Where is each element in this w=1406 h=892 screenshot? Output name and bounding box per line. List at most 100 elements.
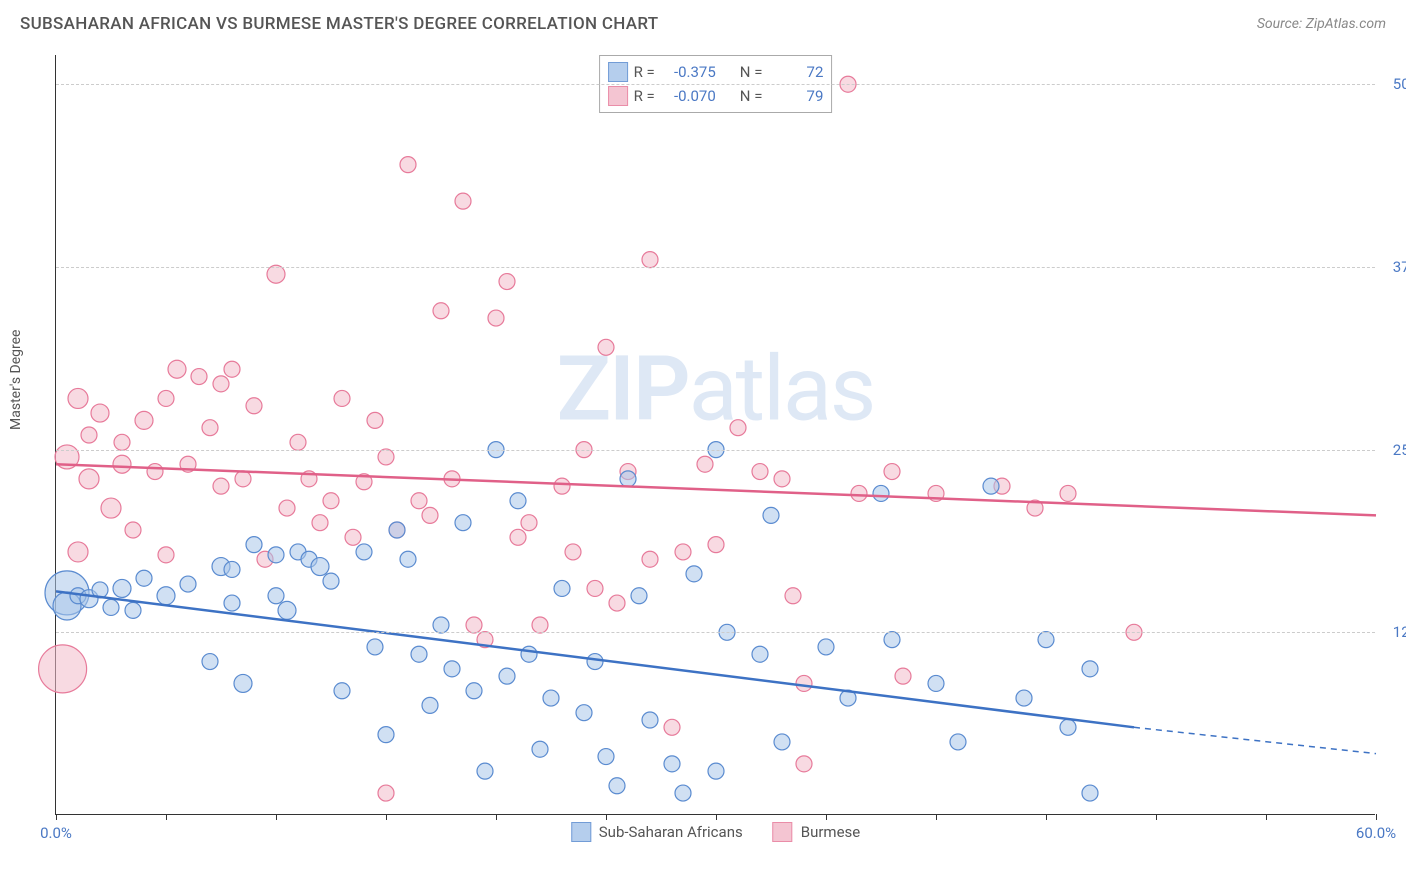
legend-item-1: Burmese — [773, 822, 861, 842]
scatter-point — [620, 471, 636, 487]
scatter-point — [125, 522, 141, 538]
legend-item-0: Sub-Saharan Africans — [571, 822, 743, 842]
scatter-point — [785, 588, 801, 604]
scatter-point — [224, 561, 240, 577]
y-axis-label: Master's Degree — [8, 330, 24, 430]
scatter-point — [68, 388, 88, 408]
scatter-point — [642, 252, 658, 268]
scatter-point — [444, 661, 460, 677]
scatter-point — [587, 654, 603, 670]
scatter-point — [884, 632, 900, 648]
scatter-point — [708, 763, 724, 779]
scatter-point — [895, 668, 911, 684]
scatter-point — [796, 675, 812, 691]
x-tick — [1376, 814, 1377, 820]
scatter-point — [466, 617, 482, 633]
scatter-point — [565, 544, 581, 560]
x-tick — [1156, 814, 1157, 820]
scatter-point — [246, 398, 262, 414]
scatter-point — [499, 274, 515, 290]
scatter-point — [554, 580, 570, 596]
scatter-point — [1082, 661, 1098, 677]
y-tick-label: 37.5% — [1393, 258, 1406, 276]
scatter-point — [224, 361, 240, 377]
scatter-point — [477, 763, 493, 779]
scatter-point — [114, 434, 130, 450]
scatter-point — [543, 690, 559, 706]
scatter-point — [499, 668, 515, 684]
x-tick — [1046, 814, 1047, 820]
scatter-point — [235, 471, 251, 487]
scatter-point — [278, 601, 296, 619]
y-tick-label: 12.5% — [1393, 623, 1406, 641]
scatter-point — [147, 464, 163, 480]
scatter-point — [752, 646, 768, 662]
scatter-point — [113, 455, 131, 473]
scatter-point — [521, 646, 537, 662]
scatter-point — [774, 471, 790, 487]
scatter-point — [576, 705, 592, 721]
chart-source: Source: ZipAtlas.com — [1257, 16, 1386, 32]
scatter-point — [202, 654, 218, 670]
scatter-point — [752, 464, 768, 480]
scatter-point — [268, 547, 284, 563]
r-value-1: -0.070 — [661, 87, 716, 105]
stats-row-1: R = -0.070 N = 79 — [608, 84, 824, 108]
scatter-point — [345, 529, 361, 545]
scatter-point — [466, 683, 482, 699]
scatter-point — [378, 449, 394, 465]
scatter-point — [642, 551, 658, 567]
grid-line — [56, 632, 1375, 633]
n-value-0: 72 — [768, 63, 823, 81]
scatter-point — [39, 645, 87, 693]
x-tick — [606, 814, 607, 820]
swatch-series-0 — [571, 822, 591, 842]
x-tick — [166, 814, 167, 820]
swatch-series-0 — [608, 62, 628, 82]
scatter-point — [334, 683, 350, 699]
scatter-point — [422, 697, 438, 713]
scatter-point — [68, 542, 88, 562]
scatter-point — [323, 493, 339, 509]
chart-title: SUBSAHARAN AFRICAN VS BURMESE MASTER'S D… — [20, 14, 658, 34]
scatter-point — [1060, 485, 1076, 501]
scatter-point — [180, 576, 196, 592]
scatter-point — [367, 639, 383, 655]
scatter-point — [168, 360, 186, 378]
scatter-point — [455, 515, 471, 531]
series-name-0: Sub-Saharan Africans — [599, 823, 743, 841]
n-label: N = — [740, 63, 763, 81]
scatter-point — [158, 547, 174, 563]
scatter-point — [510, 493, 526, 509]
scatter-point — [851, 485, 867, 501]
scatter-point — [510, 529, 526, 545]
scatter-point — [521, 515, 537, 531]
x-tick — [56, 814, 57, 820]
scatter-point — [433, 617, 449, 633]
x-tick — [496, 814, 497, 820]
scatter-point — [609, 778, 625, 794]
y-tick-label: 25.0% — [1393, 441, 1406, 459]
scatter-point — [488, 310, 504, 326]
scatter-point — [157, 587, 175, 605]
scatter-point — [279, 500, 295, 516]
scatter-point — [1016, 690, 1032, 706]
x-tick-label: 60.0% — [1356, 824, 1396, 842]
scatter-point — [268, 588, 284, 604]
scatter-point — [101, 498, 121, 518]
scatter-point — [642, 712, 658, 728]
scatter-point — [873, 485, 889, 501]
scatter-point — [763, 507, 779, 523]
series-name-1: Burmese — [801, 823, 861, 841]
scatter-point — [554, 478, 570, 494]
scatter-point — [598, 749, 614, 765]
scatter-point — [191, 369, 207, 385]
scatter-point — [631, 588, 647, 604]
scatter-point — [664, 756, 680, 772]
scatter-point — [290, 434, 306, 450]
scatter-point — [356, 544, 372, 560]
scatter-point — [79, 469, 99, 489]
n-value-1: 79 — [768, 87, 823, 105]
x-tick — [276, 814, 277, 820]
stats-row-0: R = -0.375 N = 72 — [608, 60, 824, 84]
